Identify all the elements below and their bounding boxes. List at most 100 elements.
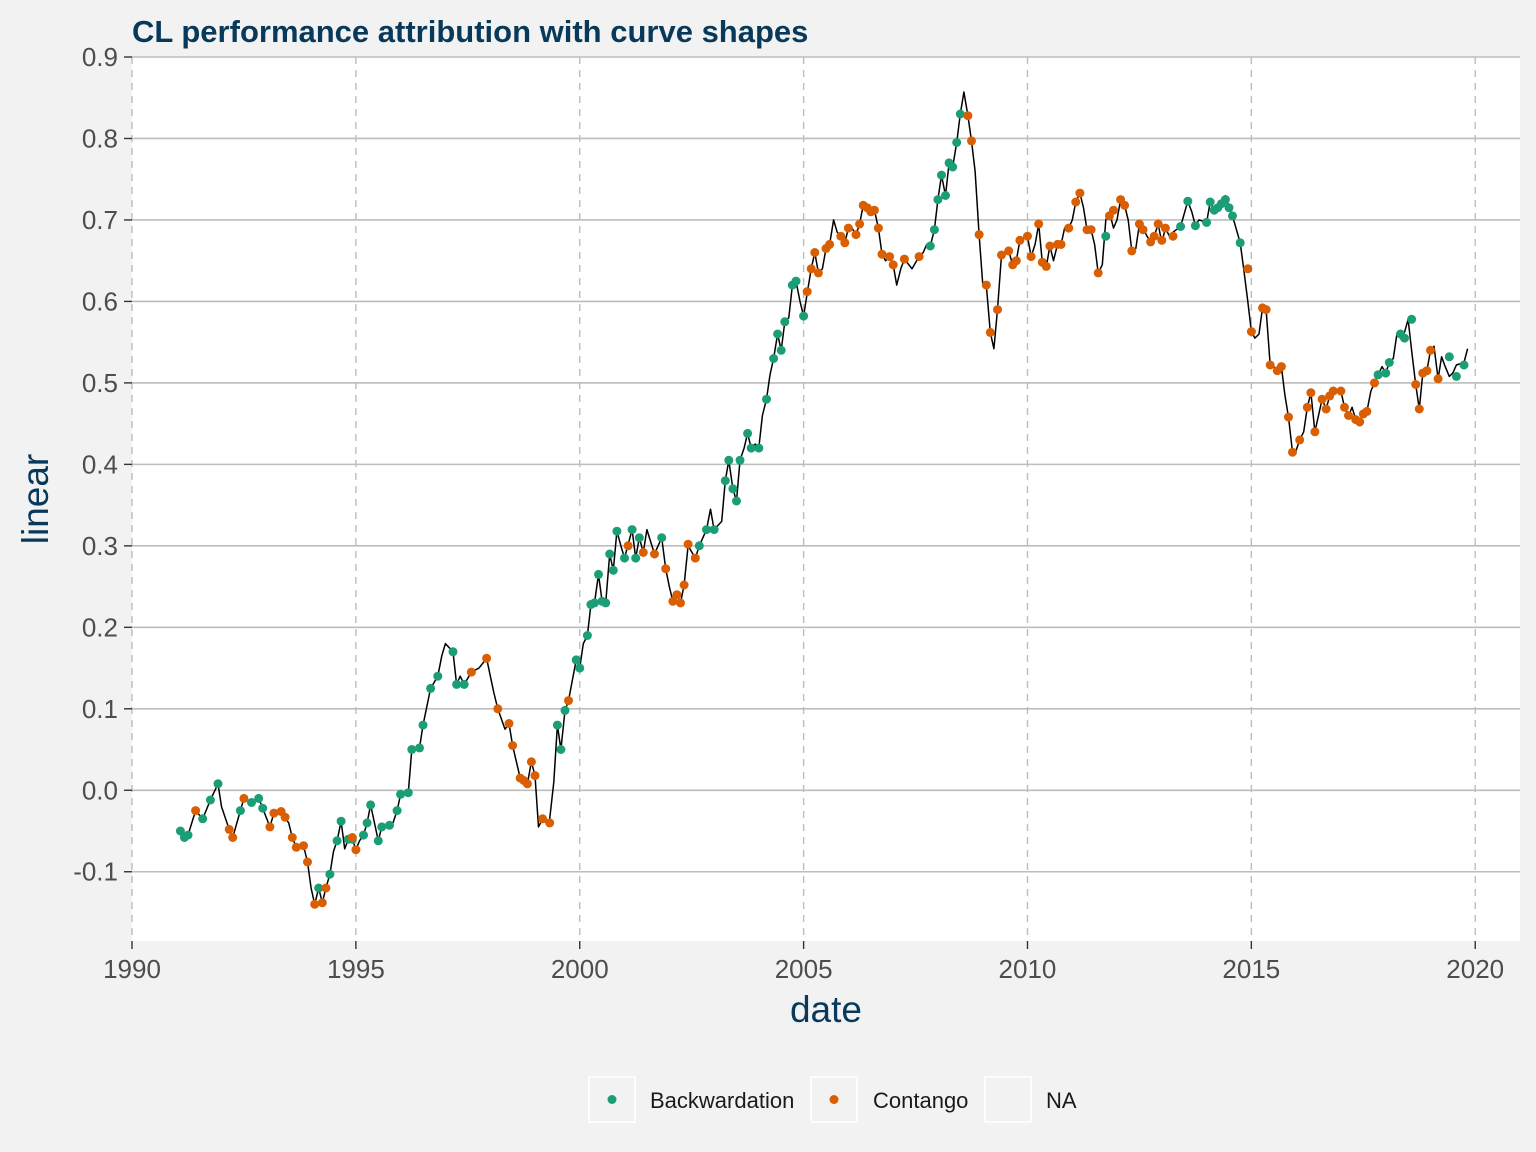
data-point-contango <box>843 223 853 233</box>
data-point-backwardation <box>452 679 462 689</box>
data-point-contango <box>985 327 995 337</box>
data-point-contango <box>1004 246 1014 256</box>
data-point-backwardation <box>631 553 641 563</box>
data-point-backwardation <box>952 138 962 147</box>
data-point-contango <box>1261 305 1271 315</box>
data-point-contango <box>224 824 234 834</box>
data-point-backwardation <box>336 816 346 826</box>
data-point-backwardation <box>392 806 402 816</box>
legend-marker <box>829 1095 839 1104</box>
data-point-backwardation <box>1384 358 1394 367</box>
data-point-backwardation <box>396 789 406 799</box>
data-point-contango <box>299 841 308 851</box>
data-point-backwardation <box>235 806 245 816</box>
chart-title: CL performance attribution with curve sh… <box>132 14 808 49</box>
data-point-contango <box>508 741 518 750</box>
x-tick-label: 2005 <box>775 954 833 984</box>
x-axis-ticks: 1990 1995 2000 2005 2010 2015 2020 <box>103 941 1504 984</box>
data-point-backwardation <box>657 533 667 543</box>
data-point-backwardation <box>1444 352 1454 362</box>
data-point-backwardation <box>1190 221 1200 231</box>
data-point-backwardation <box>560 705 570 715</box>
data-point-contango <box>899 254 909 264</box>
data-point-contango <box>265 822 275 832</box>
data-point-contango <box>1306 388 1316 398</box>
data-point-backwardation <box>791 276 801 286</box>
data-point-backwardation <box>366 800 376 810</box>
data-point-contango <box>1075 188 1085 198</box>
data-point-backwardation <box>780 317 790 327</box>
data-point-backwardation <box>937 170 946 180</box>
data-point-backwardation <box>433 671 443 681</box>
data-point-backwardation <box>213 779 223 789</box>
data-point-contango <box>1302 402 1312 412</box>
data-point-backwardation <box>1183 196 1193 206</box>
data-point-backwardation <box>735 455 745 465</box>
data-point-backwardation <box>929 225 939 235</box>
data-point-backwardation <box>183 830 193 840</box>
data-point-contango <box>191 806 201 816</box>
data-point-contango <box>287 833 297 842</box>
data-point-contango <box>280 812 290 822</box>
y-tick-label: 0.8 <box>82 123 118 153</box>
data-point-contango <box>1246 327 1256 337</box>
data-point-contango <box>1340 402 1349 412</box>
data-point-contango <box>851 230 861 240</box>
data-point-contango <box>291 842 301 852</box>
data-point-backwardation <box>575 663 585 673</box>
data-point-contango <box>840 238 850 248</box>
y-tick-label: 0.1 <box>82 694 118 724</box>
data-point-contango <box>1041 261 1051 271</box>
grid <box>131 56 1520 941</box>
data-point-contango <box>877 249 887 259</box>
legend-marker <box>607 1095 617 1104</box>
data-point-contango <box>1411 380 1421 389</box>
data-point-contango <box>1045 241 1055 251</box>
data-point-contango <box>1149 231 1159 241</box>
data-point-contango <box>963 111 973 121</box>
data-point-backwardation <box>175 826 185 836</box>
data-point-backwardation <box>373 836 383 846</box>
data-point-contango <box>351 845 361 855</box>
data-point-contango <box>679 580 689 590</box>
x-tick-label: 2020 <box>1446 954 1504 984</box>
data-point-contango <box>1284 412 1293 422</box>
data-point-backwardation <box>709 525 719 535</box>
data-point-contango <box>1153 219 1163 229</box>
data-point-backwardation <box>634 533 644 543</box>
data-point-contango <box>1355 417 1365 427</box>
data-point-backwardation <box>799 311 809 321</box>
data-point-backwardation <box>403 788 413 798</box>
data-point-contango <box>1321 404 1331 414</box>
data-point-backwardation <box>601 598 611 608</box>
data-point-contango <box>1109 205 1118 215</box>
x-tick-label: 1990 <box>103 954 161 984</box>
data-point-backwardation <box>332 836 342 846</box>
data-point-backwardation <box>1101 231 1111 241</box>
legend: Backwardation Contango NA <box>588 1076 1077 1123</box>
data-point-backwardation <box>571 655 581 665</box>
data-point-contango <box>650 549 659 559</box>
data-point-backwardation <box>407 745 417 754</box>
data-point-contango <box>1310 427 1320 437</box>
data-point-contango <box>690 553 700 563</box>
data-point-contango <box>1276 362 1286 372</box>
data-point-contango <box>1422 366 1432 376</box>
data-point-backwardation <box>362 818 372 828</box>
data-point-contango <box>1011 256 1021 266</box>
data-point-contango <box>545 818 555 828</box>
data-point-backwardation <box>955 109 965 119</box>
data-point-contango <box>661 564 671 574</box>
data-point-contango <box>310 899 320 909</box>
data-point-contango <box>1265 360 1275 370</box>
data-point-backwardation <box>925 241 935 251</box>
data-point-backwardation <box>205 795 215 805</box>
data-point-contango <box>526 757 536 767</box>
data-point-contango <box>228 833 238 842</box>
data-point-backwardation <box>608 565 618 575</box>
legend-label: Contango <box>873 1088 968 1113</box>
data-point-contango <box>1295 435 1305 445</box>
data-point-contango <box>239 793 249 803</box>
y-tick-label: -0.1 <box>73 857 118 887</box>
data-point-contango <box>672 590 682 600</box>
